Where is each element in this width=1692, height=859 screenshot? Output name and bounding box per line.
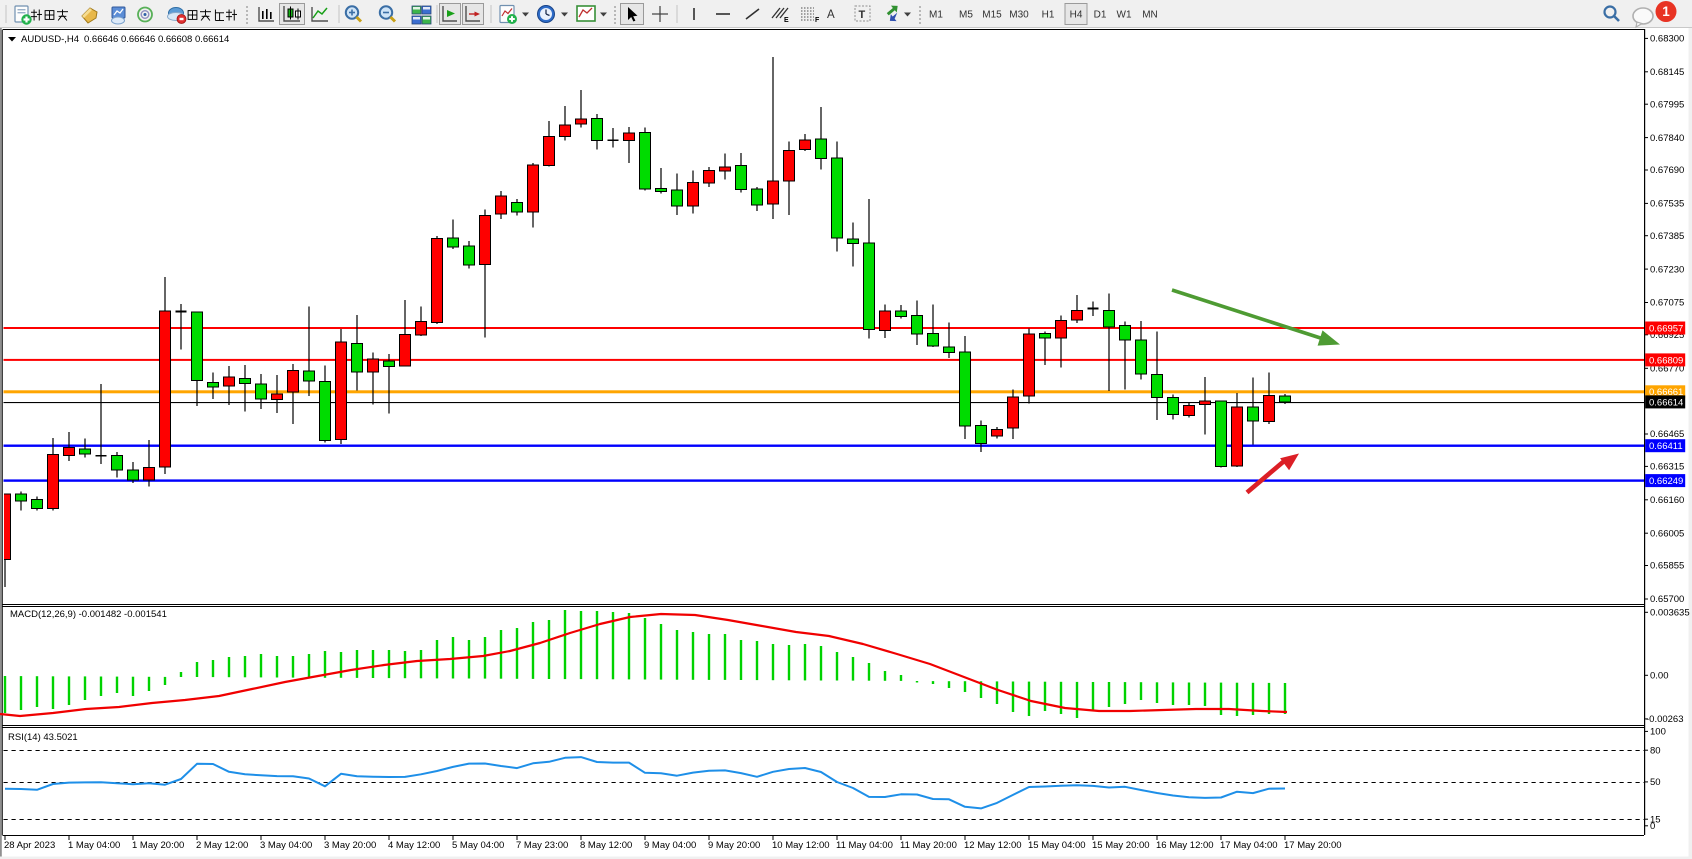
svg-text:MACD(12,26,9) -0.001482 -0.001: MACD(12,26,9) -0.001482 -0.001541 [10,609,167,620]
svg-text:0.67840: 0.67840 [1650,133,1684,144]
svg-text:0.66770: 0.66770 [1650,364,1684,375]
svg-text:0.66160: 0.66160 [1650,495,1684,506]
svg-text:M15: M15 [982,10,1002,21]
svg-text:0.67690: 0.67690 [1650,165,1684,176]
svg-text:0.65700: 0.65700 [1650,594,1684,605]
svg-text:0.66809: 0.66809 [1649,355,1683,366]
svg-text:0.66957: 0.66957 [1649,323,1683,334]
svg-text:E: E [784,17,789,24]
svg-text:0.66925: 0.66925 [1650,330,1684,341]
svg-text:1 May 04:00: 1 May 04:00 [68,840,120,851]
svg-text:F: F [815,17,820,24]
svg-text:0.68300: 0.68300 [1650,34,1684,45]
svg-text:0.65855: 0.65855 [1650,561,1684,572]
svg-text:15 May 04:00: 15 May 04:00 [1028,840,1086,851]
svg-text:1 May 20:00: 1 May 20:00 [132,840,184,851]
svg-text:9 May 04:00: 9 May 04:00 [644,840,696,851]
svg-text:M5: M5 [959,10,973,21]
svg-text:50: 50 [1650,777,1661,788]
svg-text:0.68145: 0.68145 [1650,67,1684,78]
svg-text:0.66005: 0.66005 [1650,528,1684,539]
svg-text:100: 100 [1650,727,1666,738]
svg-text:2 May 12:00: 2 May 12:00 [196,840,248,851]
svg-text:9 May 20:00: 9 May 20:00 [708,840,760,851]
svg-text:4 May 12:00: 4 May 12:00 [388,840,440,851]
svg-text:W1: W1 [1117,10,1132,21]
svg-text:0.67535: 0.67535 [1650,199,1684,210]
svg-text:17 May 04:00: 17 May 04:00 [1220,840,1278,851]
svg-text:0.67385: 0.67385 [1650,231,1684,242]
svg-text:0.66661: 0.66661 [1649,387,1683,398]
svg-text:0.66315: 0.66315 [1650,462,1684,473]
svg-text:0.67075: 0.67075 [1650,298,1684,309]
svg-text:11 May 20:00: 11 May 20:00 [900,840,957,851]
svg-text:10 May 12:00: 10 May 12:00 [772,840,830,851]
svg-text:0.66249: 0.66249 [1649,476,1683,487]
svg-text:12 May 12:00: 12 May 12:00 [964,840,1022,851]
svg-text:0: 0 [1650,821,1655,832]
svg-text:17 May 20:00: 17 May 20:00 [1284,840,1342,851]
svg-text:H4: H4 [1070,10,1083,21]
svg-text:7 May 23:00: 7 May 23:00 [516,840,568,851]
svg-text:A: A [827,9,835,21]
svg-text:MN: MN [1142,10,1158,21]
svg-text:AUDUSD-,H4: AUDUSD-,H4 [21,34,79,45]
svg-text:80: 80 [1650,745,1661,756]
svg-text:28 Apr 2023: 28 Apr 2023 [4,840,55,851]
svg-text:15: 15 [1650,814,1661,825]
svg-text:0.67230: 0.67230 [1650,264,1684,275]
svg-text:0.66465: 0.66465 [1650,429,1684,440]
svg-text:-0.00263: -0.00263 [1646,714,1684,725]
svg-text:M1: M1 [929,10,943,21]
svg-text:0.66646 0.66646 0.66608 0.6661: 0.66646 0.66646 0.66608 0.66614 [84,34,229,45]
svg-text:0.66614: 0.66614 [1649,397,1683,408]
svg-text:0.67995: 0.67995 [1650,99,1684,110]
svg-text:3 May 20:00: 3 May 20:00 [324,840,376,851]
svg-text:8 May 12:00: 8 May 12:00 [580,840,632,851]
svg-text:D1: D1 [1094,10,1107,21]
svg-text:T: T [859,9,866,21]
svg-text:0.003635: 0.003635 [1650,608,1690,619]
svg-text:11 May 04:00: 11 May 04:00 [836,840,893,851]
svg-text:16 May 12:00: 16 May 12:00 [1156,840,1214,851]
svg-text:3 May 04:00: 3 May 04:00 [260,840,312,851]
svg-text:0.66411: 0.66411 [1649,441,1683,452]
svg-text:RSI(14) 43.5021: RSI(14) 43.5021 [8,732,78,743]
svg-text:15 May 20:00: 15 May 20:00 [1092,840,1150,851]
svg-text:0.00: 0.00 [1650,671,1669,682]
svg-text:5 May 04:00: 5 May 04:00 [452,840,504,851]
svg-text:1: 1 [1662,4,1670,19]
svg-text:H1: H1 [1042,10,1055,21]
svg-text:M30: M30 [1009,10,1029,21]
